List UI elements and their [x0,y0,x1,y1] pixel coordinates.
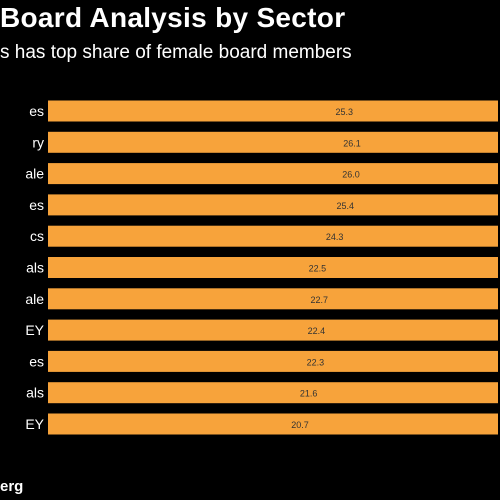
category-label: als [26,260,44,276]
category-label: cs [30,228,44,244]
value-label: 22.4 [308,326,326,336]
bar [48,257,498,278]
value-label: 25.3 [336,107,354,117]
bar [48,131,498,153]
value-label: 24.3 [326,232,344,242]
bar [48,288,498,310]
source-note: erg [0,478,24,495]
category-label: ry [32,134,44,150]
bar [48,350,498,372]
value-label: 22.3 [307,357,325,367]
category-label: es [29,353,44,369]
chart-subtitle: s has top share of female board members [0,42,352,63]
bar [48,413,498,435]
value-label: 25.4 [336,201,354,211]
value-label: 22.7 [310,295,328,305]
bar [48,225,498,247]
bar [48,100,498,122]
value-label: 20.7 [291,420,309,430]
category-label: EY [25,416,44,432]
value-label: 26.0 [342,170,360,180]
category-label: als [26,385,44,401]
value-label: 22.5 [309,264,327,274]
value-label: 21.6 [300,389,318,399]
category-label: es [29,103,44,119]
bar [48,382,498,404]
value-label: 26.1 [343,138,361,148]
category-label: EY [25,322,44,338]
bar [48,163,498,185]
bar [48,319,498,341]
category-label: ale [25,166,44,182]
chart-title: Board Analysis by Sector [0,2,346,33]
category-label: ale [25,291,44,307]
bar [48,194,498,216]
category-label: es [29,197,44,213]
